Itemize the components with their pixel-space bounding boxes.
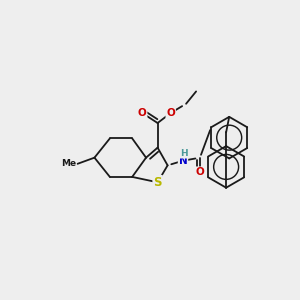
Text: O: O	[166, 108, 175, 118]
Text: N: N	[178, 156, 188, 166]
Text: O: O	[196, 167, 204, 177]
Text: Me: Me	[61, 159, 76, 168]
Text: O: O	[138, 108, 147, 118]
Text: S: S	[153, 176, 162, 189]
Text: H: H	[180, 149, 188, 158]
